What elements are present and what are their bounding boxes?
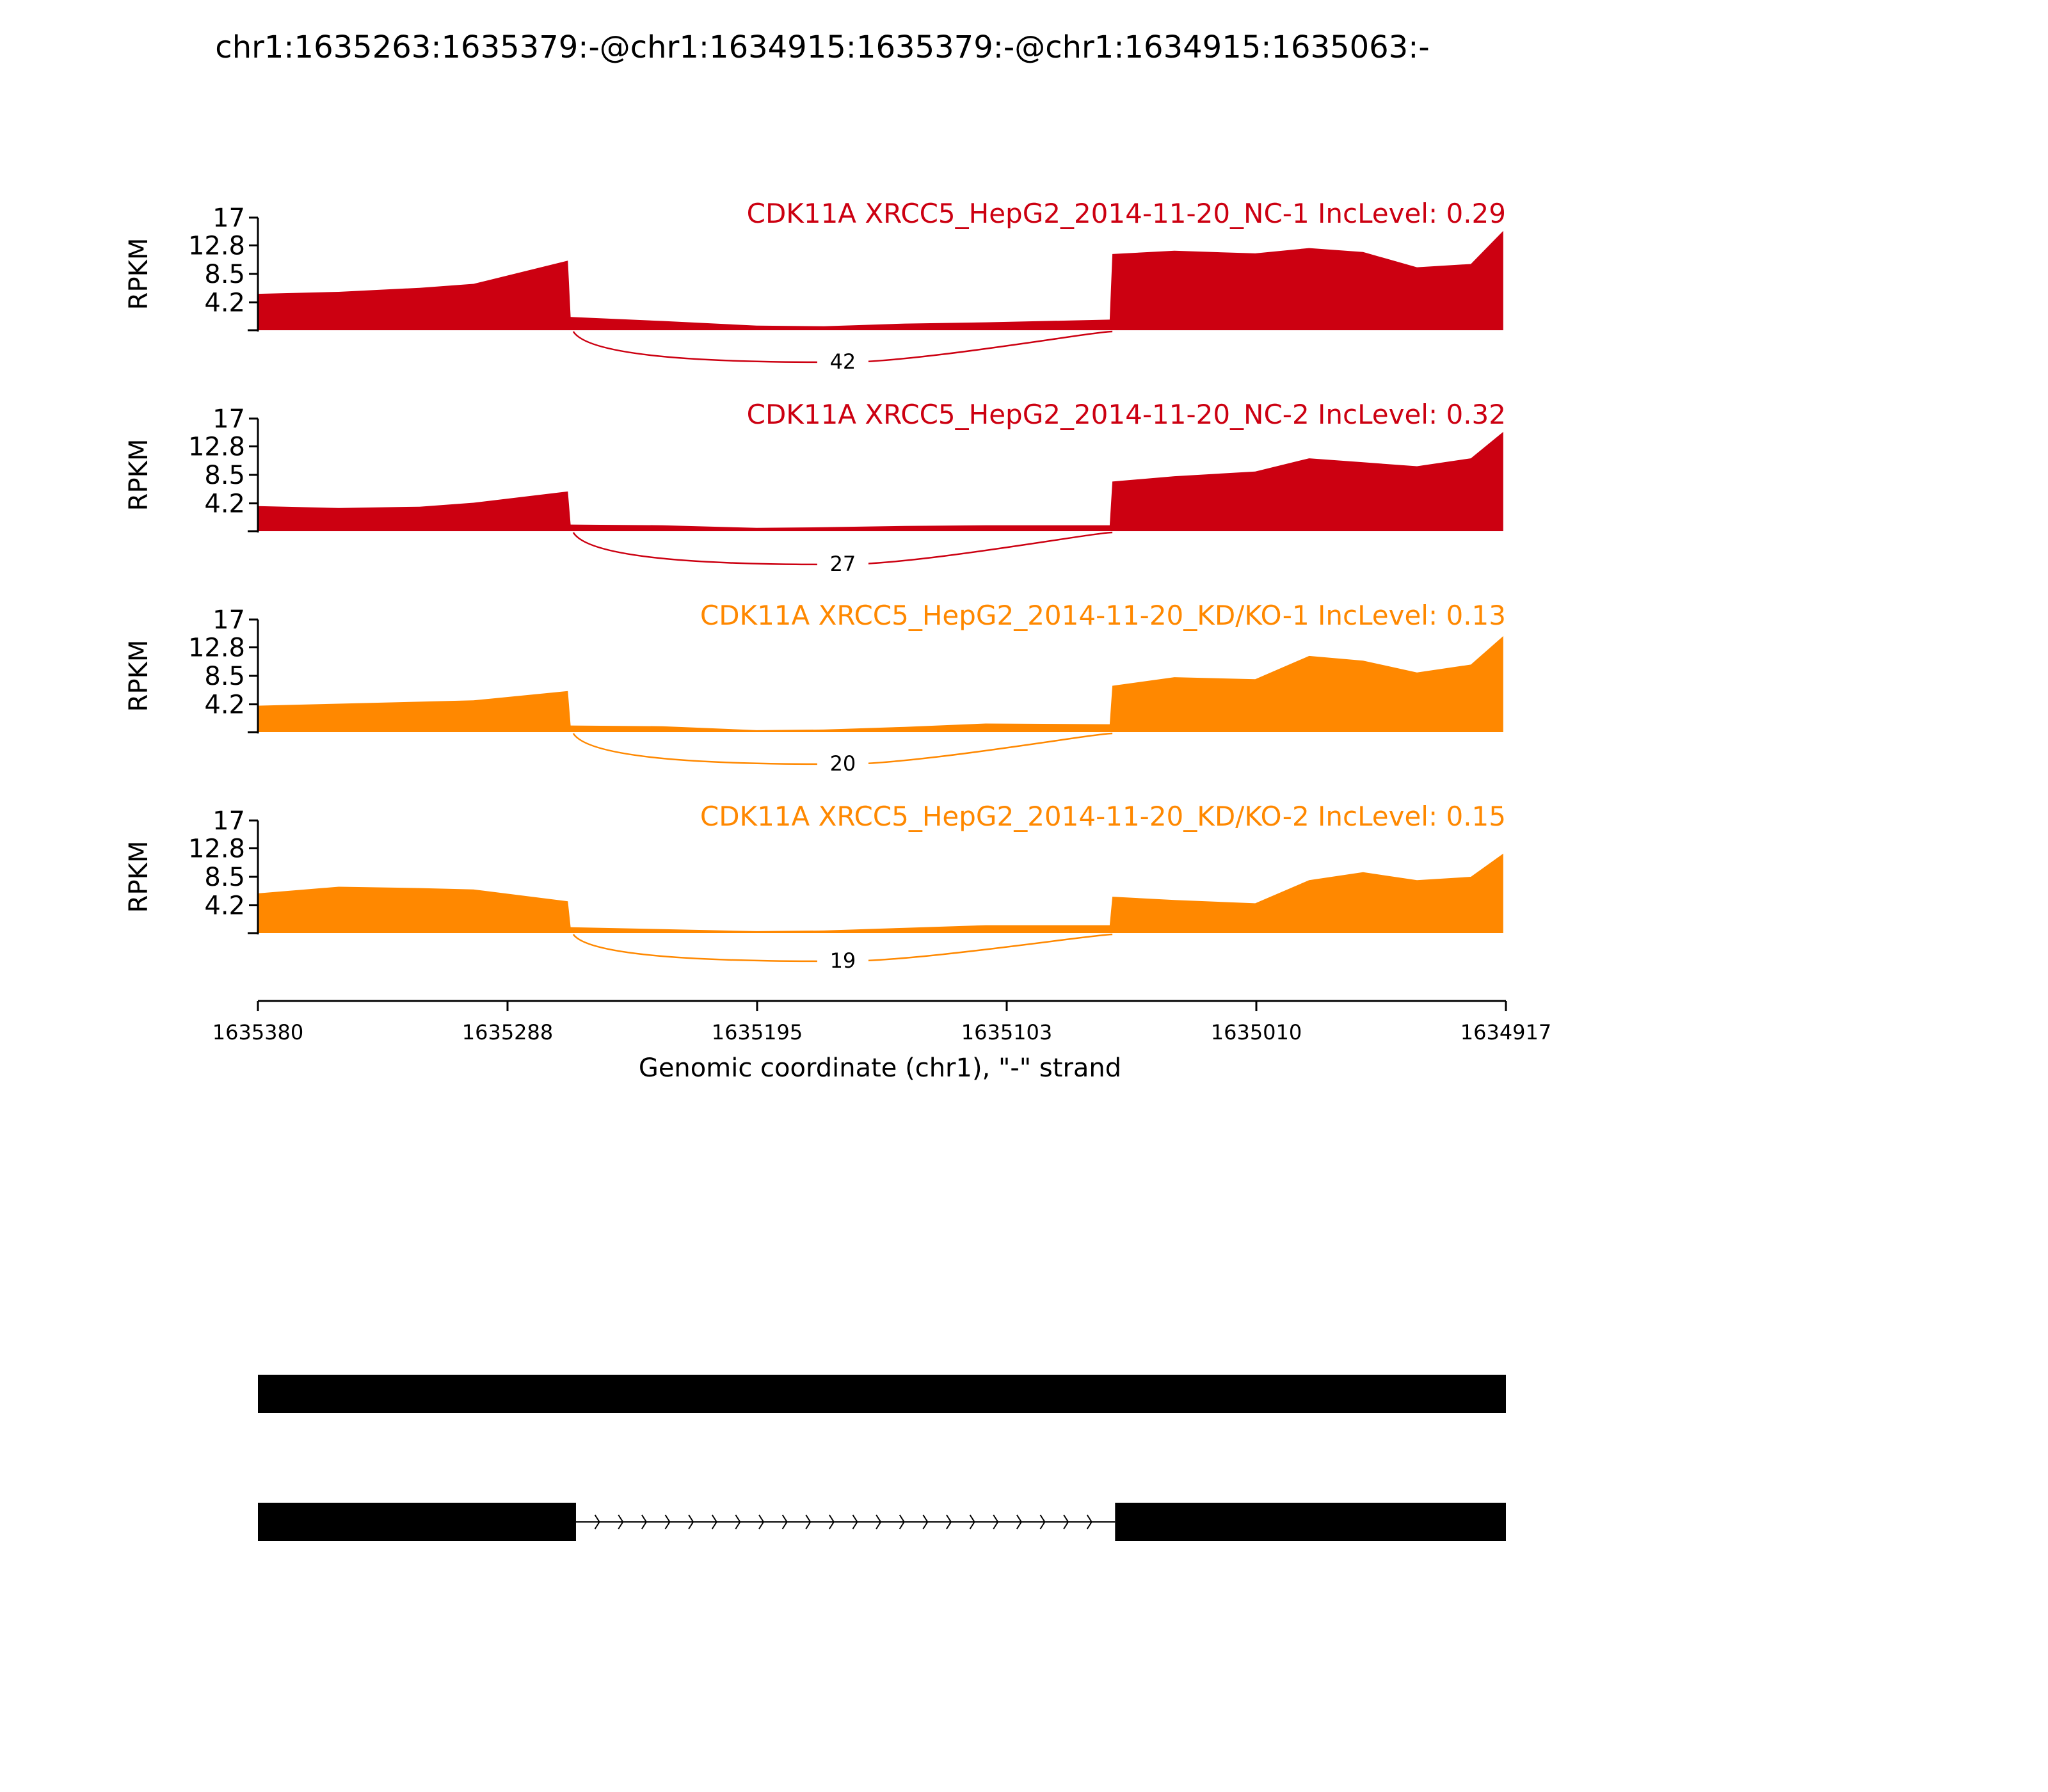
- coverage-area: [258, 853, 1503, 933]
- junction-count-label: 19: [830, 948, 856, 973]
- intron-strand-arrow: [1039, 1514, 1046, 1530]
- y-tick-label: 4.2: [204, 691, 245, 720]
- y-axis-label: RPKM: [124, 640, 154, 712]
- sample-label: CDK11A XRCC5_HepG2_2014-11-20_KD/KO-1 In…: [700, 600, 1506, 631]
- y-tick-label: 12.8: [188, 432, 245, 461]
- y-tick-label: 8.5: [204, 260, 245, 289]
- intron-strand-arrow: [664, 1514, 671, 1530]
- x-tick-label: 1635288: [462, 1020, 554, 1044]
- intron-strand-arrow: [805, 1514, 812, 1530]
- intron-strand-arrow: [828, 1514, 835, 1530]
- y-tick-label: 12.8: [188, 633, 245, 662]
- intron-strand-arrow: [993, 1514, 999, 1530]
- coverage-area: [258, 431, 1503, 531]
- y-axis-label: RPKM: [124, 841, 154, 913]
- coverage-area: [258, 636, 1503, 732]
- junction-count-label: 27: [830, 552, 856, 576]
- intron-strand-arrow: [1086, 1514, 1092, 1530]
- x-tick-label: 1635195: [712, 1020, 803, 1044]
- junction-label-background: [817, 750, 868, 776]
- intron-strand-arrow: [758, 1514, 765, 1530]
- figure-title: chr1:1635263:1635379:-@chr1:1634915:1635…: [215, 29, 1429, 65]
- y-tick-label: 4.2: [204, 490, 245, 519]
- y-tick-label: 4.2: [204, 289, 245, 318]
- y-tick-label: 8.5: [204, 863, 245, 892]
- x-axis-label: Genomic coordinate (chr1), "-" strand: [639, 1053, 1121, 1083]
- intron-strand-arrow: [876, 1514, 882, 1530]
- y-tick-label: 12.8: [188, 834, 245, 863]
- exon-block: [258, 1503, 576, 1541]
- junction-label-background: [817, 947, 868, 973]
- y-tick-label: 12.8: [188, 231, 245, 260]
- intron-strand-arrow: [618, 1514, 624, 1530]
- x-tick-label: 1635380: [212, 1020, 304, 1044]
- y-tick-label: 4.2: [204, 892, 245, 921]
- intron-strand-arrow: [781, 1514, 788, 1530]
- junction-count-label: 20: [830, 751, 856, 776]
- y-axis-label: RPKM: [124, 238, 154, 310]
- exon-block: [258, 1375, 1506, 1413]
- x-tick-label: 1634917: [1460, 1020, 1552, 1044]
- junction-label-background: [817, 348, 868, 374]
- intron-strand-arrow: [922, 1514, 929, 1530]
- junction-count-label: 42: [830, 349, 856, 374]
- exon-block: [1115, 1503, 1506, 1541]
- y-tick-label: 17: [212, 806, 245, 836]
- x-axis: 1635380 1635288 1635195 1635103 1635010 16349…: [212, 1000, 1552, 1044]
- x-tick-label: 1635103: [961, 1020, 1053, 1044]
- x-tick-label: 1635010: [1211, 1020, 1302, 1044]
- intron-strand-arrow: [641, 1514, 648, 1530]
- y-axis-label: RPKM: [124, 439, 154, 511]
- intron-strand-arrow: [1016, 1514, 1023, 1530]
- intron-strand-arrow: [946, 1514, 952, 1530]
- coverage-area: [258, 230, 1503, 330]
- intron-strand-arrow: [735, 1514, 741, 1530]
- y-tick-label: 17: [212, 204, 245, 233]
- intron-strand-arrow: [1063, 1514, 1069, 1530]
- intron-strand-arrow: [899, 1514, 905, 1530]
- isoform-track: [258, 1375, 1506, 1541]
- y-tick-label: 17: [212, 404, 245, 434]
- intron-strand-arrow: [594, 1514, 600, 1530]
- intron-strand-arrow: [852, 1514, 858, 1530]
- intron-strand-arrow: [969, 1514, 975, 1530]
- intron-strand-arrow: [688, 1514, 694, 1530]
- y-tick-label: 8.5: [204, 662, 245, 691]
- intron-strand-arrow: [711, 1514, 717, 1530]
- sample-label: CDK11A XRCC5_HepG2_2014-11-20_NC-2 IncLe…: [747, 399, 1506, 430]
- y-tick-label: 17: [212, 605, 245, 635]
- y-tick-label: 8.5: [204, 461, 245, 490]
- junction-label-background: [817, 550, 868, 576]
- sample-label: CDK11A XRCC5_HepG2_2014-11-20_NC-1 IncLe…: [747, 198, 1506, 229]
- sample-label: CDK11A XRCC5_HepG2_2014-11-20_KD/KO-2 In…: [700, 801, 1506, 832]
